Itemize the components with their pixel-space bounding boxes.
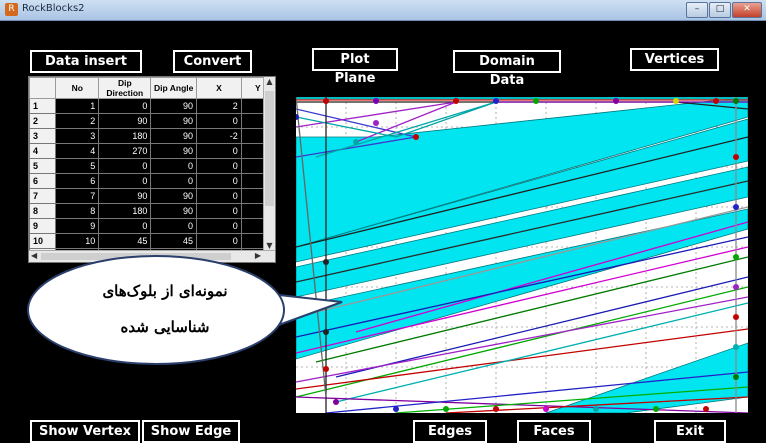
block-faces	[295, 96, 749, 414]
row-number-cell: 10	[29, 233, 57, 249]
show-edge-button[interactable]: Show Edge	[142, 420, 240, 443]
table-cell[interactable]: 90	[150, 188, 198, 204]
table-row[interactable]: 8 8 180 90 0	[29, 203, 275, 219]
table-cell[interactable]: 180	[98, 128, 152, 144]
scroll-right-icon[interactable]: ▶	[254, 251, 261, 260]
close-button[interactable]: ✕	[732, 2, 762, 18]
data-table[interactable]: No Dip Direction Dip Angle X Y 1 1 0 90 2 2 2 9…	[29, 77, 275, 262]
table-cell[interactable]: 7	[55, 188, 100, 204]
exit-button[interactable]: Exit	[654, 420, 726, 443]
table-cell[interactable]: 0	[196, 173, 242, 189]
minimize-button[interactable]: –	[686, 2, 708, 18]
table-cell[interactable]: 0	[196, 158, 242, 174]
domain-data-button[interactable]: Domain Data	[453, 50, 561, 88]
table-row[interactable]: 7 7 90 90 0	[29, 188, 275, 204]
table-cell[interactable]: 0	[98, 173, 152, 189]
table-cell[interactable]: 9	[55, 218, 100, 234]
scroll-up-icon[interactable]: ▲	[266, 77, 273, 86]
table-cell[interactable]: -2	[196, 128, 242, 144]
table-cell[interactable]: 0	[98, 218, 152, 234]
show-vertex-button[interactable]: Show Vertex	[30, 420, 140, 443]
table-cell[interactable]: 0	[98, 158, 152, 174]
table-cell[interactable]: 90	[150, 143, 198, 159]
table-cell[interactable]: 2	[196, 98, 242, 114]
row-number-cell: 4	[29, 143, 57, 159]
block-plot-area[interactable]	[293, 96, 749, 414]
edges-button[interactable]: Edges	[413, 420, 487, 443]
row-number-cell: 6	[29, 173, 57, 189]
data-table-panel: No Dip Direction Dip Angle X Y 1 1 0 90 2 2 2 9…	[28, 76, 276, 263]
window-controls: – □ ✕	[686, 2, 762, 18]
no-header: No	[55, 77, 100, 99]
table-cell[interactable]: 6	[55, 173, 100, 189]
table-cell[interactable]: 90	[98, 113, 152, 129]
x-header: X	[196, 77, 242, 99]
plot-plane-button[interactable]: Plot Plane	[312, 48, 398, 86]
convert-button[interactable]: Convert	[173, 50, 252, 73]
table-cell[interactable]: 1	[55, 98, 100, 114]
row-number-cell: 8	[29, 203, 57, 219]
table-cell[interactable]: 45	[98, 233, 152, 249]
vertex-markers	[293, 98, 739, 412]
table-cell[interactable]: 0	[196, 143, 242, 159]
vertical-scroll-thumb[interactable]	[265, 91, 274, 206]
table-cell[interactable]: 0	[196, 203, 242, 219]
table-cell[interactable]: 90	[150, 128, 198, 144]
annotation-line-2: شناسایی شده	[120, 318, 210, 336]
table-row[interactable]: 2 2 90 90 0	[29, 113, 275, 129]
title-bar: R RockBlocks2 – □ ✕	[0, 0, 766, 21]
table-cell[interactable]: 5	[55, 158, 100, 174]
row-number-cell: 7	[29, 188, 57, 204]
window-title: RockBlocks2	[22, 3, 85, 14]
dip-direction-header: Dip Direction	[98, 77, 152, 99]
table-cell[interactable]: 45	[150, 233, 198, 249]
maximize-button[interactable]: □	[709, 2, 731, 18]
table-cell[interactable]: 0	[196, 113, 242, 129]
vertices-button[interactable]: Vertices	[630, 48, 719, 71]
row-number-cell: 9	[29, 218, 57, 234]
data-insert-button[interactable]: Data insert	[30, 50, 142, 73]
table-row[interactable]: 3 3 180 90 -2	[29, 128, 275, 144]
table-cell[interactable]: 270	[98, 143, 152, 159]
table-row[interactable]: 10 10 45 45 0	[29, 233, 275, 249]
callout-shape	[27, 255, 343, 365]
block-plot	[293, 96, 749, 414]
table-cell[interactable]: 90	[150, 98, 198, 114]
table-row[interactable]: 4 4 270 90 0	[29, 143, 275, 159]
table-cell[interactable]: 90	[150, 203, 198, 219]
annotation-line-1: نمونه‌ای از بلوک‌های	[102, 282, 228, 300]
table-cell[interactable]: 0	[150, 158, 198, 174]
table-cell[interactable]: 10	[55, 233, 100, 249]
table-row[interactable]: 1 1 0 90 2	[29, 98, 275, 114]
table-cell[interactable]: 0	[196, 188, 242, 204]
app-icon: R	[5, 3, 18, 16]
row-number-cell: 1	[29, 98, 57, 114]
table-cell[interactable]: 4	[55, 143, 100, 159]
faces-button[interactable]: Faces	[517, 420, 591, 443]
table-vertical-scrollbar[interactable]: ▲ ▼	[263, 77, 275, 250]
row-number-cell: 5	[29, 158, 57, 174]
dip-angle-header: Dip Angle	[150, 77, 198, 99]
table-cell[interactable]: 180	[98, 203, 152, 219]
row-number-cell: 2	[29, 113, 57, 129]
table-cell[interactable]: 0	[150, 218, 198, 234]
row-number-header	[29, 77, 57, 99]
table-cell[interactable]: 0	[98, 98, 152, 114]
table-cell[interactable]: 90	[150, 113, 198, 129]
scroll-down-icon[interactable]: ▼	[266, 241, 273, 250]
table-header-row: No Dip Direction Dip Angle X Y	[29, 77, 275, 99]
table-cell[interactable]: 8	[55, 203, 100, 219]
table-cell[interactable]: 2	[55, 113, 100, 129]
table-cell[interactable]: 0	[196, 233, 242, 249]
scroll-left-icon[interactable]: ◀	[31, 251, 38, 260]
table-cell[interactable]: 0	[196, 218, 242, 234]
row-number-cell: 3	[29, 128, 57, 144]
table-cell[interactable]: 3	[55, 128, 100, 144]
table-cell[interactable]: 0	[150, 173, 198, 189]
table-cell[interactable]: 90	[98, 188, 152, 204]
